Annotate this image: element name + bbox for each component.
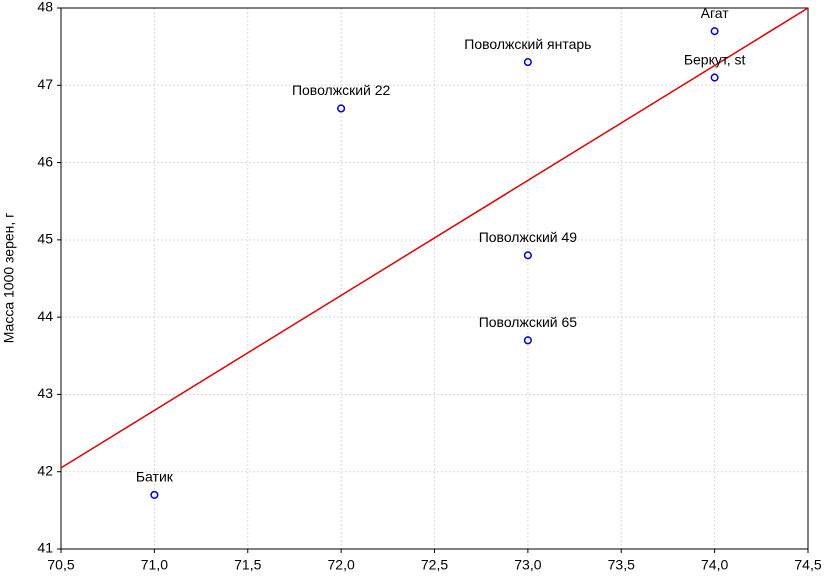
data-point: [523, 58, 532, 67]
x-tick-label: 72,5: [421, 557, 448, 573]
x-tick-label: 73,0: [514, 557, 541, 573]
x-tick-label: 73,5: [608, 557, 635, 573]
data-point: [523, 251, 532, 260]
x-tick-label: 72,0: [328, 557, 355, 573]
data-point: [710, 73, 719, 82]
x-tick-label: 70,5: [47, 557, 74, 573]
data-point: [337, 104, 346, 113]
y-tick-label: 42: [37, 462, 53, 478]
point-label: Батик: [136, 469, 174, 485]
data-point: [523, 336, 532, 345]
y-tick-label: 48: [37, 0, 53, 15]
point-label: Поволжский 49: [479, 229, 578, 245]
point-label: Беркут, st: [684, 51, 746, 67]
x-tick-label: 74,0: [701, 557, 728, 573]
point-label: Поволжский янтарь: [464, 36, 591, 52]
x-tick-label: 71,5: [234, 557, 261, 573]
y-tick-label: 47: [37, 76, 53, 92]
point-label: Агат: [701, 5, 730, 21]
point-label: Поволжский 65: [479, 314, 578, 330]
y-tick-label: 44: [37, 308, 53, 324]
plot-area: [61, 8, 808, 549]
y-tick-label: 45: [37, 231, 53, 247]
y-tick-label: 43: [37, 385, 53, 401]
trend-line: [60, 7, 809, 469]
plot-frame: [60, 7, 809, 550]
x-tick-label: 71,0: [141, 557, 168, 573]
y-tick-label: 46: [37, 153, 53, 169]
y-axis-label: Масса 1000 зерен, г: [1, 213, 17, 344]
point-label: Поволжский 22: [292, 82, 391, 98]
x-tick-label: 74,5: [794, 557, 821, 573]
data-point: [150, 490, 159, 499]
data-point: [710, 27, 719, 36]
y-tick-label: 41: [37, 540, 53, 556]
